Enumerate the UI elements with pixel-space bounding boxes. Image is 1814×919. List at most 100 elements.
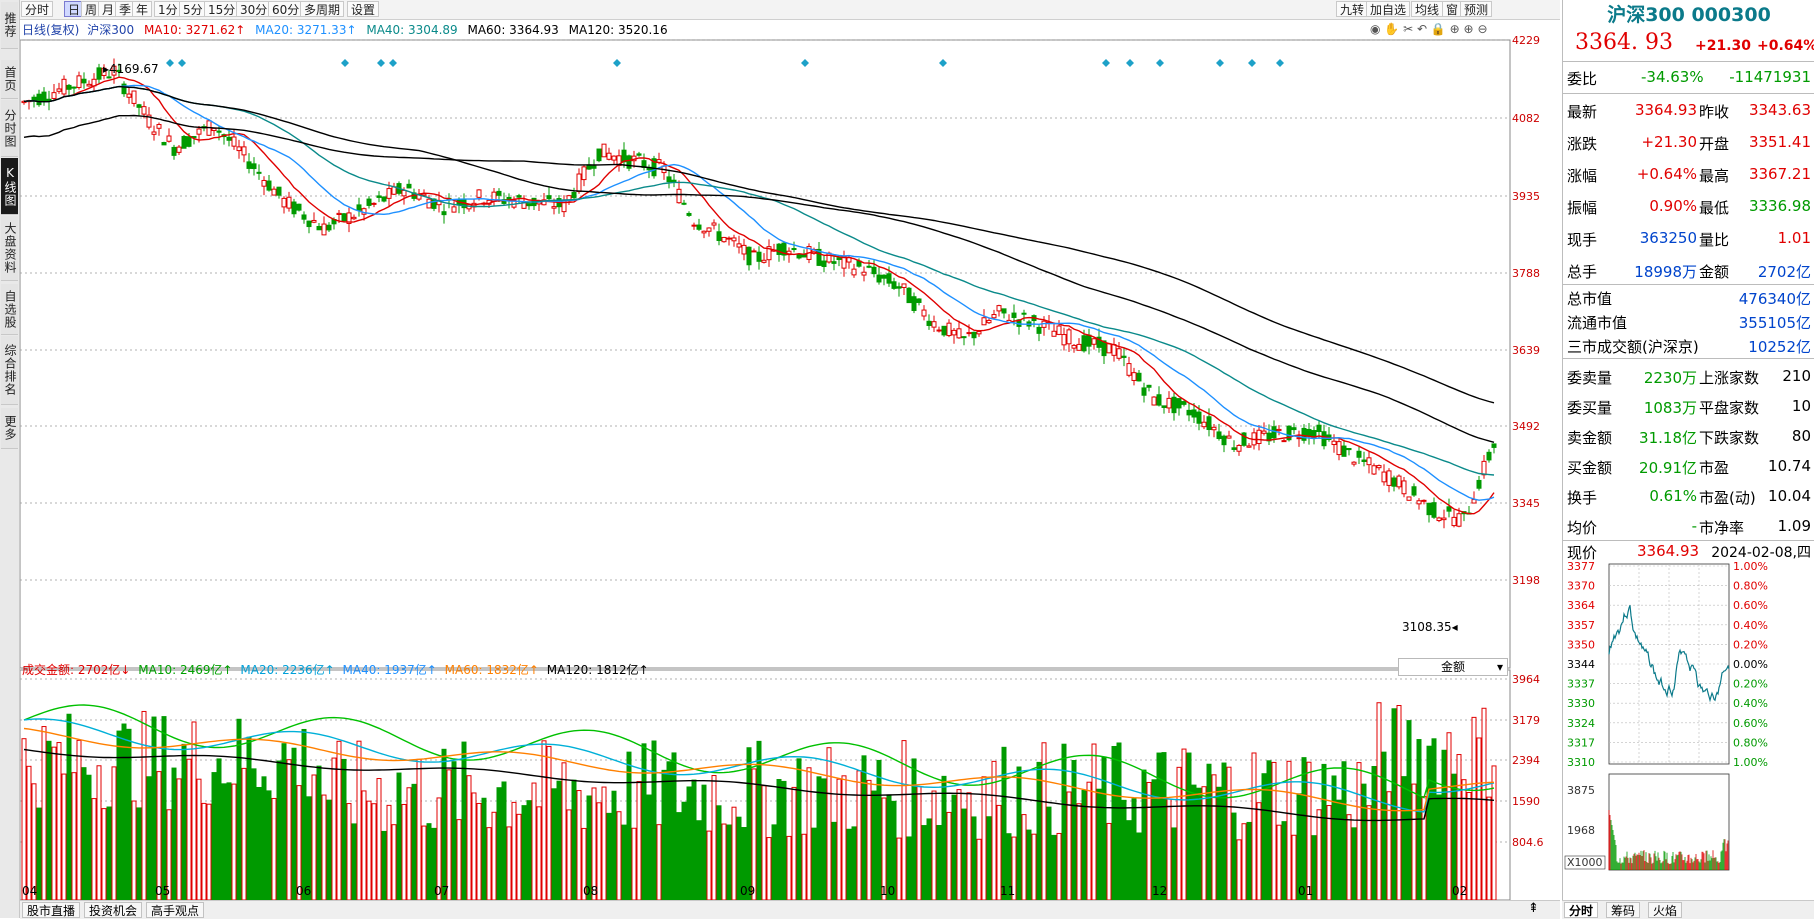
candle-body — [241, 146, 247, 156]
candle-body — [1166, 397, 1172, 409]
candle-body — [1261, 430, 1267, 434]
sidebar-item-more[interactable]: 更多 — [1, 408, 18, 449]
candle-body — [111, 65, 117, 76]
volume-bar — [1431, 738, 1437, 900]
sidebar-item-timeshare[interactable]: 分时图 — [1, 100, 18, 157]
candle-body — [961, 336, 967, 339]
candle-body — [876, 274, 882, 283]
volume-bar — [191, 721, 197, 900]
tab-chips[interactable]: 筹码 — [1606, 902, 1641, 918]
tab-flame[interactable]: 火焰 — [1648, 902, 1683, 918]
mini-pct-tick: 0.60% — [1733, 717, 1768, 730]
volume-bar — [856, 770, 862, 900]
candle-body — [576, 173, 582, 193]
lock-icon[interactable]: 🔒 — [1430, 22, 1446, 36]
period-button[interactable]: 多周期 — [300, 1, 345, 17]
forecast-button[interactable]: 预测 — [1460, 1, 1493, 17]
volume-bar — [701, 784, 707, 900]
vol-ma120-label: MA120: 1812亿↑ — [546, 663, 649, 677]
candle-body — [816, 248, 822, 266]
volume-bar — [946, 811, 952, 900]
period-button[interactable]: 15分 — [204, 1, 240, 17]
candle-body — [836, 257, 842, 261]
volume-bar — [41, 726, 47, 900]
period-button[interactable]: 分时 — [21, 1, 54, 17]
volume-bar — [1226, 766, 1232, 900]
sidebar-item-home[interactable]: 首页 — [1, 60, 18, 99]
signal-diamond-icon — [1216, 59, 1224, 67]
volume-bar — [1056, 832, 1062, 900]
quote-panel: 沪深300 000300 3364. 93 +21.30 +0.64% 委比 -… — [1562, 0, 1814, 918]
period-button[interactable]: 年 — [132, 1, 153, 17]
pin-top-icon[interactable]: ⇞ — [1528, 901, 1539, 916]
kline-chart[interactable] — [20, 20, 1560, 900]
mini-price-tick: 3370 — [1567, 580, 1595, 593]
sidebar-item-watchlist[interactable]: 自选股 — [1, 284, 18, 335]
volume-bar — [1281, 821, 1287, 900]
tab-live[interactable]: 股市直播 — [22, 902, 81, 918]
month-label: 05 — [155, 884, 171, 898]
volume-bar — [1331, 775, 1337, 900]
eye-icon[interactable]: ◉ — [1370, 22, 1381, 36]
nine-turn-button[interactable]: 九转 — [1336, 1, 1369, 17]
zoom-in-icon[interactable]: ⊕ — [1463, 22, 1474, 36]
settings-button[interactable]: 设置 — [347, 1, 380, 17]
volume-bar — [1001, 746, 1007, 900]
month-label: 06 — [296, 884, 312, 898]
hand-icon[interactable]: ✋ — [1384, 22, 1400, 36]
volume-bar — [961, 808, 967, 900]
candle-body — [761, 259, 767, 263]
moving-average-line — [23, 85, 1495, 476]
candle-body — [941, 325, 947, 336]
volume-bar — [81, 767, 87, 900]
tab-opportunity[interactable]: 投资机会 — [84, 902, 143, 918]
tab-expert[interactable]: 高手观点 — [146, 902, 205, 918]
candle-body — [476, 189, 482, 198]
candle-body — [1281, 440, 1287, 443]
order-row: 换手 0.61% 市盈(动) 10.04 — [1567, 487, 1811, 507]
candle-body — [976, 331, 982, 335]
volume-bar — [446, 769, 452, 900]
candle-body — [541, 199, 547, 206]
candle-body — [716, 231, 722, 242]
window-button[interactable]: 窗 — [1442, 1, 1463, 17]
period-button[interactable]: 60分 — [268, 1, 304, 17]
candle-body — [1191, 409, 1197, 418]
add-watchlist-button[interactable]: 加自选 — [1366, 1, 1411, 17]
candle-body — [766, 246, 772, 261]
volume-bar — [411, 783, 417, 900]
candle-body — [926, 320, 932, 326]
cursor-icon[interactable]: ⊕ — [1449, 22, 1460, 36]
candle-body — [51, 92, 57, 99]
sidebar-item-kline[interactable]: K线图 — [1, 158, 18, 215]
signal-diamond-icon — [1102, 59, 1110, 67]
volume-bar — [1131, 798, 1137, 900]
volume-bar — [426, 823, 432, 900]
zoom-out-icon[interactable]: ⊖ — [1477, 22, 1488, 36]
period-button[interactable]: 30分 — [236, 1, 272, 17]
tab-timeshare[interactable]: 分时 — [1564, 902, 1599, 918]
period-button[interactable]: 周 — [81, 1, 102, 17]
moving-average-line — [23, 85, 1495, 443]
volume-bar — [241, 767, 247, 900]
moving-average-line — [23, 76, 1495, 515]
period-button[interactable]: 1分 — [154, 1, 182, 17]
undo-icon[interactable]: ↶ — [1416, 22, 1428, 36]
candle-body — [246, 161, 252, 169]
volume-bar — [126, 728, 132, 900]
ma-button[interactable]: 均线 — [1411, 1, 1444, 17]
mini-timeshare-chart[interactable]: 3377 1.00% 3370 0.80% 3364 0.60% 3357 0.40% 3350… — [1563, 562, 1814, 900]
scissors-icon[interactable]: ✂ — [1403, 22, 1414, 36]
period-button[interactable]: 月 — [98, 1, 119, 17]
candle-body — [1416, 500, 1422, 505]
period-button[interactable]: 5分 — [179, 1, 207, 17]
volume-metric-select[interactable]: 金额 ▾ — [1398, 658, 1508, 676]
volume-bar — [1291, 834, 1297, 900]
sidebar-item-recommend[interactable]: 推荐 — [1, 2, 18, 49]
candle-body — [916, 298, 922, 303]
volume-bar — [511, 801, 517, 900]
candle-body — [951, 329, 957, 336]
sidebar-item-market-info[interactable]: 大盘资料 — [1, 216, 18, 281]
sidebar-item-ranking[interactable]: 综合排名 — [1, 336, 18, 405]
signal-diamond-icon — [166, 59, 174, 67]
